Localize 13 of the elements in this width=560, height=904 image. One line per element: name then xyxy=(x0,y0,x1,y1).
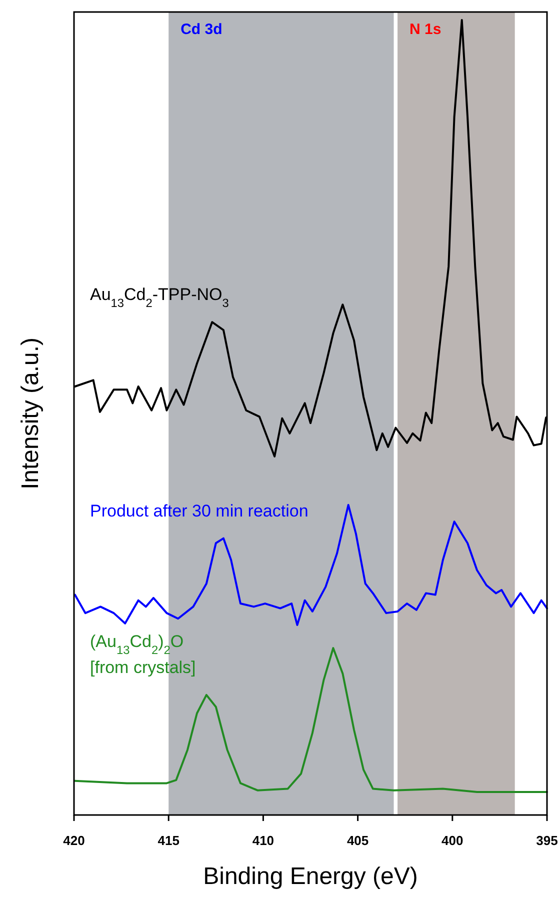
series-label: Au$_{13}$Cd$_{2}$-TPP-NO$_{3}$ xyxy=(90,285,230,310)
x-tick-label: 410 xyxy=(252,833,274,848)
text: Product after 30 min reaction xyxy=(90,501,308,520)
band-label: N 1s xyxy=(410,21,442,38)
y-axis-title: Intensity (a.u.) xyxy=(17,337,44,490)
series-label: (Au$_{13}$Cd$_{2}$)$_{2}$O [from crystals] xyxy=(90,632,196,677)
x-tick-label: 395 xyxy=(536,833,558,848)
band-label: Cd 3d xyxy=(180,21,222,38)
x-tick-label: 415 xyxy=(158,833,180,848)
x-tick-label: 400 xyxy=(442,833,464,848)
x-tick-label: 420 xyxy=(63,833,85,848)
x-axis-title: Binding Energy (eV) xyxy=(203,863,418,890)
x-tick-label: 405 xyxy=(346,833,369,848)
